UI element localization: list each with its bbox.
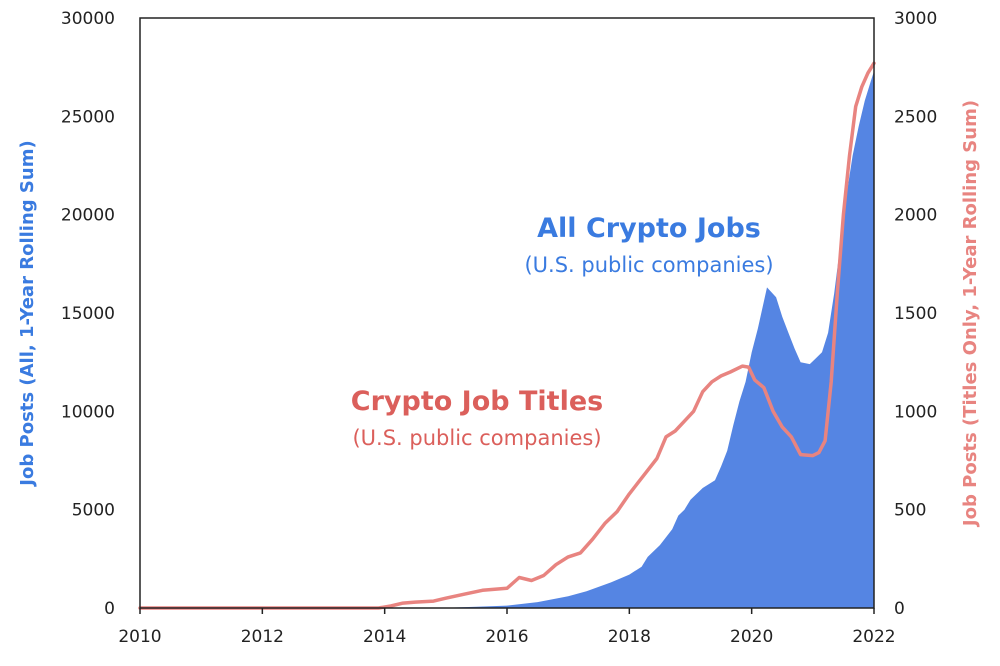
all-crypto-jobs-sublabel: (U.S. public companies) — [524, 253, 773, 277]
y-right-tick-label: 2000 — [894, 206, 937, 226]
x-tick-label: 2016 — [485, 627, 528, 647]
y-left-tick-label: 20000 — [61, 206, 115, 226]
x-tick-label: 2022 — [852, 627, 895, 647]
y-right-tick-label: 0 — [894, 599, 905, 619]
y-left-tick-label: 0 — [104, 599, 115, 619]
x-tick-label: 2020 — [730, 627, 773, 647]
y-right-tick-label: 3000 — [894, 9, 937, 29]
crypto-job-titles-sublabel: (U.S. public companies) — [352, 426, 601, 450]
series-layer — [138, 61, 876, 610]
crypto-job-titles-line — [138, 61, 876, 610]
y-right-axis-title: Job Posts (Titles Only, 1-Year Rolling S… — [960, 100, 981, 528]
all-crypto-jobs-label: All Crypto Jobs — [537, 213, 761, 244]
x-tick-label: 2018 — [608, 627, 651, 647]
x-tick-label: 2014 — [363, 627, 406, 647]
y-left-tick-label: 30000 — [61, 9, 115, 29]
x-tick-label: 2012 — [241, 627, 284, 647]
y-left-tick-label: 15000 — [61, 304, 115, 324]
y-left-tick-label: 25000 — [61, 107, 115, 127]
x-tick-label: 2010 — [118, 627, 161, 647]
tick-labels: 2010 2012 2014 2016 2018 2020 2022050001000015… — [61, 9, 937, 647]
crypto-job-titles-label: Crypto Job Titles — [351, 386, 603, 417]
y-left-tick-label: 10000 — [61, 402, 115, 422]
y-right-tick-label: 500 — [894, 501, 926, 521]
y-right-tick-label: 1500 — [894, 304, 937, 324]
all-crypto-jobs-area — [140, 71, 874, 609]
y-left-axis-title: Job Posts (All, 1-Year Rolling Sum) — [17, 140, 38, 487]
y-right-tick-label: 1000 — [894, 402, 937, 422]
y-left-tick-label: 5000 — [72, 501, 115, 521]
axis-layer — [139, 608, 875, 614]
y-right-tick-label: 2500 — [894, 107, 937, 127]
